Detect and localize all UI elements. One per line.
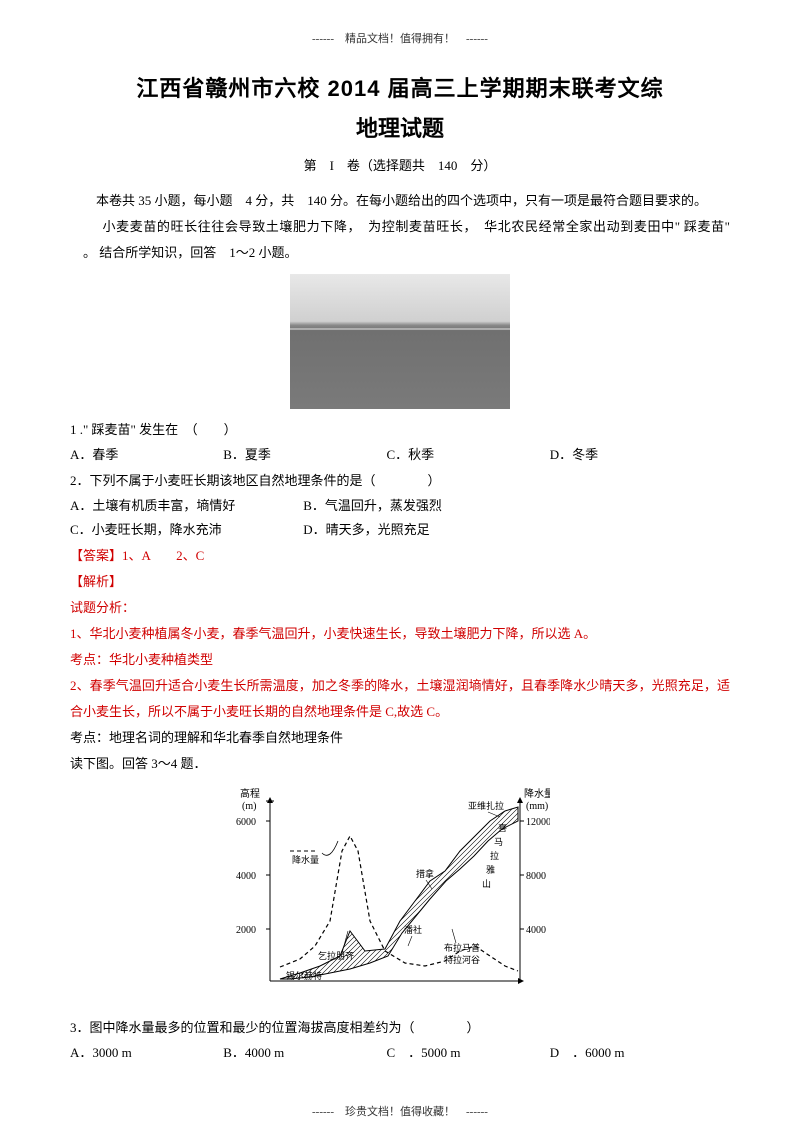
label-bulamap2: 特拉河谷: [444, 954, 480, 965]
q2-option-a: A．土壤有机质丰富，墒情好: [70, 494, 300, 519]
l-tick-6000: 6000: [236, 817, 256, 828]
q1-stem: 1 ." 踩麦苗" 发生在 （ ）: [70, 417, 730, 443]
explanation-1: 1、华北小麦种植属冬小麦，春季气温回升，小麦快速生长，导致土壤肥力下降，所以选 …: [70, 621, 730, 647]
l-tick-2000: 2000: [236, 925, 256, 936]
q1-option-d: D．冬季: [550, 443, 598, 468]
header-text: ------ 精品文档！值得拥有！ ------: [70, 30, 730, 46]
left-axis-title1: 高程: [240, 787, 260, 800]
left-axis-title2: (m): [242, 801, 256, 812]
q2-option-d: D．晴天多，光照充足: [303, 518, 533, 543]
footer-text: ------ 珍贵文档！值得收藏！ ------: [0, 1103, 800, 1119]
label-himalaya4: 雅: [486, 864, 495, 875]
q2-option-b: B．气温回升，蒸发强烈: [303, 494, 533, 519]
r-tick-12000: 12000: [526, 817, 550, 828]
q3-option-a: A．3000 m: [70, 1041, 220, 1066]
q2-options-row2: C．小麦旺长期，降水充沛 D．晴天多，光照充足: [70, 518, 730, 543]
label-himalaya1: 喜: [498, 822, 507, 833]
legend-precip: 降水量: [292, 854, 319, 865]
q1-option-c: C．秋季: [387, 443, 547, 468]
q2-option-c: C．小麦旺长期，降水充沛: [70, 518, 300, 543]
q3-option-b: B．4000 m: [223, 1041, 383, 1066]
document-page: ------ 精品文档！值得拥有！ ------ 江西省赣州市六校 2014 届…: [0, 0, 800, 1133]
label-yaweizhala: 亚维扎拉: [468, 800, 504, 811]
q2-options-row1: A．土壤有机质丰富，墒情好 B．气温回升，蒸发强烈: [70, 494, 730, 519]
explanation-2: 2、春季气温回升适合小麦生长所需温度，加之冬季的降水，土壤湿润墒情好，且春季降水…: [70, 673, 730, 725]
elevation-profile: [280, 807, 518, 979]
explanation-topic-1: 考点：华北小麦种植类型: [70, 647, 730, 673]
label-cuona: 措拿: [416, 868, 434, 879]
q1-options: A．春季 B．夏季 C．秋季 D．冬季: [70, 443, 730, 468]
label-panshe: 潘社: [404, 924, 422, 935]
q3-options: A．3000 m B．4000 m C ．5000 m D ．6000 m: [70, 1041, 730, 1066]
q3-stem: 3．图中降水量最多的位置和最少的位置海拔高度相差约为（ ）: [70, 1015, 730, 1041]
explanation-topic-2: 考点：地理名词的理解和华北春季自然地理条件: [70, 725, 730, 751]
right-axis-title1: 降水量: [524, 787, 550, 800]
l-tick-4000: 4000: [236, 871, 256, 882]
wheat-field-photo: [290, 274, 510, 409]
q1-option-b: B．夏季: [223, 443, 383, 468]
q34-intro: 读下图。回答 3～4 题．: [70, 751, 730, 777]
elevation-precip-chart: 高程 (m) 6000 4000 2000 降水量 (mm) 12000 800…: [230, 781, 550, 1011]
label-himalaya3: 拉: [490, 850, 499, 861]
r-tick-8000: 8000: [526, 871, 546, 882]
label-himalaya5: 山: [482, 879, 491, 889]
label-bulamap1: 布拉马普: [444, 942, 480, 953]
q2-stem: 2．下列不属于小麦旺长期该地区自然地理条件的是（ ）: [70, 468, 730, 494]
label-himalaya2: 马: [494, 837, 503, 847]
label-qilapengqi: 乞拉朋齐: [318, 950, 354, 961]
intro-paragraph-1: 本卷共 35 小题，每小题 4 分，共 140 分。在每小题给出的四个选项中，只…: [70, 188, 730, 214]
section-header: 第 I 卷（选择题共 140 分）: [70, 155, 730, 174]
explanation-label: 【解析】: [70, 569, 730, 595]
main-title-line2: 地理试题: [70, 111, 730, 143]
intro-paragraph-2: 小麦麦苗的旺长往往会导致土壤肥力下降， 为控制麦苗旺长， 华北农民经常全家出动到…: [70, 214, 730, 266]
explanation-intro: 试题分析：: [70, 595, 730, 621]
r-tick-4000: 4000: [526, 925, 546, 936]
main-title-line1: 江西省赣州市六校 2014 届高三上学期期末联考文综: [70, 71, 730, 103]
answer-label: 【答案】1、A 2、C: [70, 543, 730, 569]
label-xierhete: 锡尔赫特: [286, 970, 322, 981]
q3-option-d: D ．6000 m: [550, 1041, 625, 1066]
q3-option-c: C ．5000 m: [387, 1041, 547, 1066]
right-axis-title2: (mm): [526, 801, 548, 812]
q1-option-a: A．春季: [70, 443, 220, 468]
